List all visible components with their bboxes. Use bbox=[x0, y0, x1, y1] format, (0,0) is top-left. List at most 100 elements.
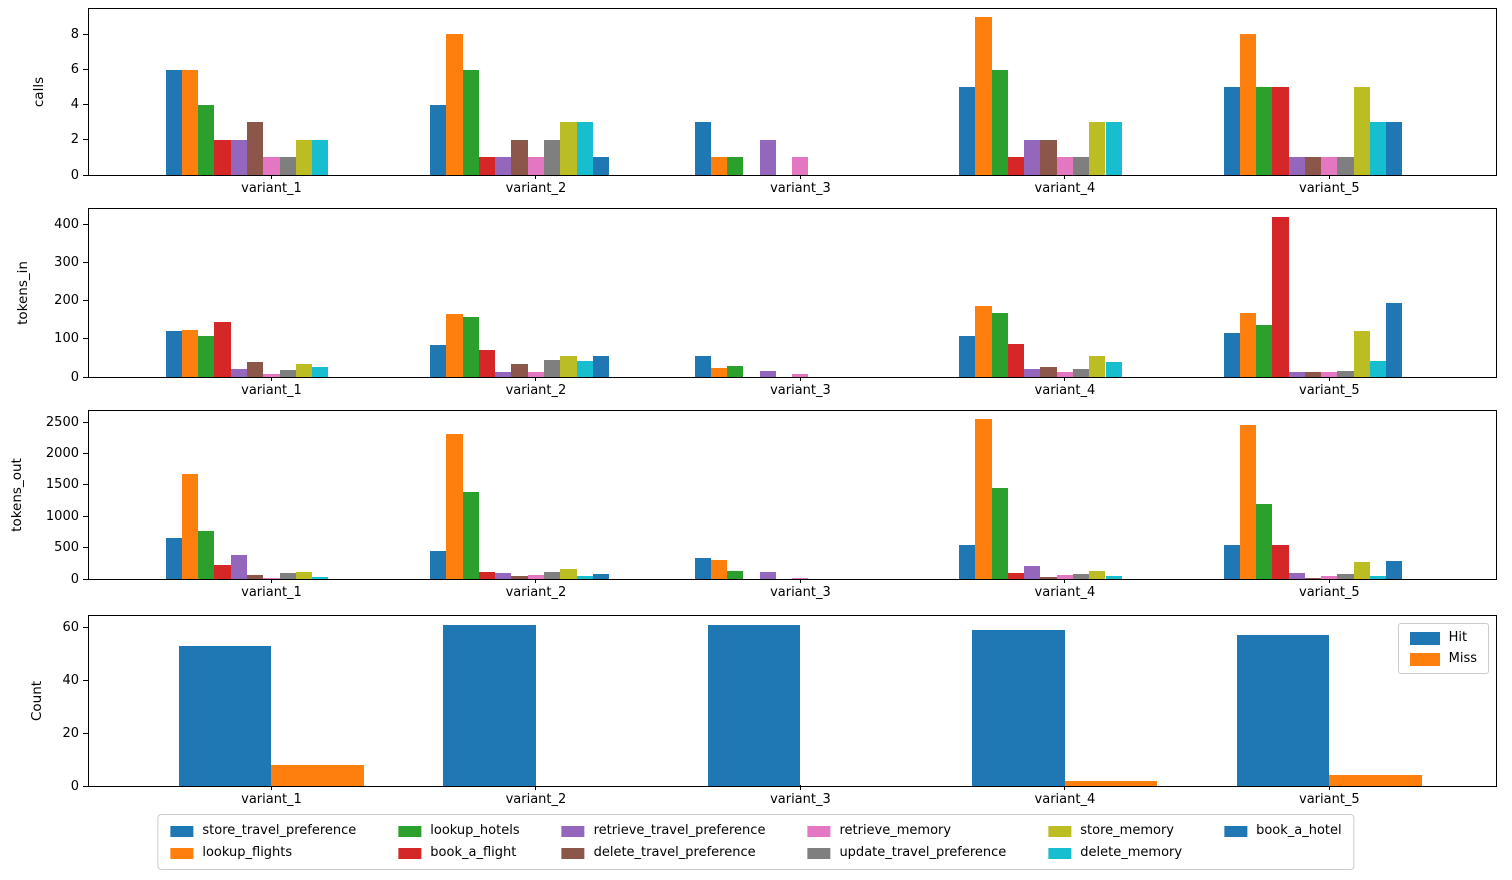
bar-delete_travel_preference-variant_4 bbox=[1040, 366, 1057, 377]
bar-store_travel_preference-variant_2 bbox=[430, 104, 447, 175]
bar-Hit-variant_1 bbox=[178, 645, 272, 786]
bar-update_travel_preference-variant_2 bbox=[544, 359, 561, 377]
bar-store_travel_preference-variant_5 bbox=[1223, 333, 1240, 377]
x-tick-mark bbox=[1328, 376, 1330, 381]
bar-retrieve_travel_preference-variant_1 bbox=[230, 555, 247, 579]
bar-lookup_flights-variant_3 bbox=[710, 157, 728, 175]
bar-retrieve_memory-variant_2 bbox=[527, 157, 544, 175]
legend-item-retrieve_travel_preference: retrieve_travel_preference bbox=[561, 824, 765, 838]
bar-store_memory-variant_2 bbox=[560, 356, 577, 377]
plot-area-calls: calls 0 2 4 6 8 variant_1 variant_2 variant_3 va… bbox=[31, 8, 1497, 196]
bar-lookup_flights-variant_1 bbox=[181, 329, 199, 377]
legend-label: lookup_flights bbox=[202, 845, 293, 860]
x-tick-mark bbox=[1064, 174, 1066, 179]
bar-delete_travel_preference-variant_1 bbox=[247, 122, 264, 175]
legend-swatch-store_travel_preference bbox=[170, 825, 194, 837]
y-axis-label-count: Count bbox=[29, 680, 45, 722]
legend-label: book_a_flight bbox=[430, 845, 517, 860]
x-tick-label: variant_1 bbox=[241, 383, 302, 398]
bar-book_a_hotel-variant_5 bbox=[1386, 560, 1403, 579]
y-tick-mark bbox=[83, 679, 88, 681]
y-axis-label-tokens-in: tokens_in bbox=[15, 261, 31, 325]
x-tick-label: variant_3 bbox=[770, 585, 831, 600]
legend-label: update_travel_preference bbox=[839, 845, 1007, 860]
y-tick-label: 2000 bbox=[45, 446, 79, 462]
legend-swatch-lookup_flights bbox=[170, 847, 194, 859]
bar-retrieve_memory-variant_1 bbox=[263, 578, 280, 579]
bar-retrieve_travel_preference-variant_5 bbox=[1288, 157, 1305, 175]
legend-item-delete_travel_preference: delete_travel_preference bbox=[561, 846, 766, 860]
y-tick-mark bbox=[83, 338, 88, 340]
legend-item-retrieve_memory: retrieve_memory bbox=[807, 824, 1006, 838]
bar-lookup_hotels-variant_3 bbox=[727, 366, 744, 377]
y-tick-mark bbox=[83, 626, 88, 628]
y-tick-label: 200 bbox=[54, 293, 79, 309]
legend-label: Miss bbox=[1448, 651, 1477, 666]
legend-swatch-retrieve_memory bbox=[807, 825, 831, 837]
x-tick-mark bbox=[799, 785, 801, 790]
x-tick-mark bbox=[1064, 578, 1066, 583]
y-tick-label: 100 bbox=[54, 331, 79, 347]
bar-lookup_hotels-variant_5 bbox=[1256, 87, 1273, 175]
x-tick-label: variant_2 bbox=[505, 792, 567, 807]
bar-store_travel_preference-variant_4 bbox=[959, 87, 976, 175]
bar-book_a_flight-variant_1 bbox=[214, 139, 231, 175]
bar-lookup_hotels-variant_1 bbox=[198, 531, 215, 579]
bar-retrieve_memory-variant_4 bbox=[1056, 372, 1073, 377]
legend-label: book_a_hotel bbox=[1256, 823, 1342, 838]
bar-delete_memory-variant_5 bbox=[1369, 360, 1387, 377]
bar-Miss-variant_1 bbox=[271, 764, 365, 786]
x-tick-mark bbox=[270, 785, 272, 790]
legend-swatch-store_memory bbox=[1048, 825, 1072, 837]
x-tick-label: variant_1 bbox=[241, 181, 302, 196]
bar-retrieve_travel_preference-variant_4 bbox=[1024, 566, 1041, 579]
legend-label: delete_memory bbox=[1080, 845, 1183, 860]
bar-store_memory-variant_1 bbox=[295, 139, 313, 175]
bar-store_travel_preference-variant_4 bbox=[959, 545, 976, 579]
legend-column: book_a_hotel bbox=[1224, 824, 1342, 838]
bar-book_a_flight-variant_1 bbox=[214, 564, 231, 579]
plot-area-tokens-in: tokens_in 0 100 200 300 400 variant_1 variant_… bbox=[15, 208, 1497, 398]
bar-update_travel_preference-variant_5 bbox=[1337, 157, 1354, 175]
bar-Hit-variant_3 bbox=[707, 624, 801, 786]
bar-book_a_flight-variant_2 bbox=[478, 350, 496, 377]
y-tick-label: 6 bbox=[70, 62, 79, 78]
bar-delete_memory-variant_4 bbox=[1105, 575, 1122, 579]
legend-label: Hit bbox=[1448, 630, 1468, 645]
bar-delete_travel_preference-variant_1 bbox=[247, 575, 264, 579]
bar-lookup_flights-variant_4 bbox=[975, 305, 992, 377]
y-tick-mark bbox=[83, 515, 88, 517]
legend-item-book_a_hotel: book_a_hotel bbox=[1224, 824, 1342, 838]
bar-delete_travel_preference-variant_5 bbox=[1304, 372, 1322, 377]
bar-retrieve_travel_preference-variant_2 bbox=[495, 157, 512, 175]
bar-delete_travel_preference-variant_5 bbox=[1304, 157, 1322, 175]
x-tick-label: variant_4 bbox=[1034, 585, 1096, 600]
bar-store_travel_preference-variant_5 bbox=[1223, 544, 1240, 579]
bar-retrieve_travel_preference-variant_2 bbox=[495, 573, 512, 579]
bar-store_memory-variant_5 bbox=[1353, 87, 1370, 175]
legend-item-update_travel_preference: update_travel_preference bbox=[807, 846, 1006, 860]
bar-store_memory-variant_1 bbox=[295, 572, 313, 579]
y-tick-mark bbox=[83, 785, 88, 787]
bar-update_travel_preference-variant_1 bbox=[279, 370, 296, 377]
bar-retrieve_memory-variant_3 bbox=[792, 578, 809, 579]
legend-column: retrieve_travel_preference delete_travel_… bbox=[561, 824, 766, 860]
bar-delete_memory-variant_2 bbox=[576, 361, 593, 377]
x-tick-mark bbox=[1064, 785, 1066, 790]
x-tick-label: variant_5 bbox=[1299, 181, 1360, 196]
bar-store_travel_preference-variant_4 bbox=[959, 336, 976, 377]
y-tick-label: 20 bbox=[62, 725, 79, 741]
bar-book_a_flight-variant_2 bbox=[478, 572, 496, 579]
bar-delete_travel_preference-variant_2 bbox=[511, 139, 528, 175]
bar-retrieve_memory-variant_5 bbox=[1321, 575, 1338, 579]
x-tick-mark bbox=[799, 174, 801, 179]
y-tick-mark bbox=[83, 262, 88, 264]
bar-lookup_hotels-variant_2 bbox=[462, 491, 479, 579]
bar-delete_travel_preference-variant_1 bbox=[247, 361, 264, 377]
bar-retrieve_memory-variant_1 bbox=[263, 157, 280, 175]
x-tick-mark bbox=[535, 174, 537, 179]
y-tick-label: 60 bbox=[62, 619, 79, 635]
bar-lookup_flights-variant_3 bbox=[710, 559, 728, 579]
bar-retrieve_travel_preference-variant_5 bbox=[1288, 573, 1305, 579]
